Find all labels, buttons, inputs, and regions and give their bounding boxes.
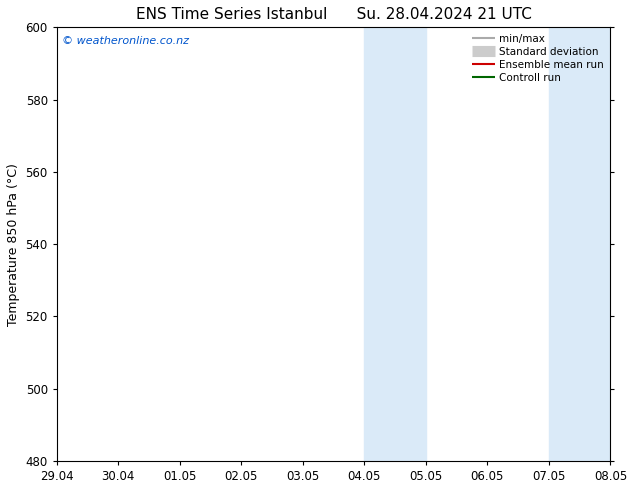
Bar [549, 27, 611, 461]
Legend: min/max, Standard deviation, Ensemble mean run, Controll run: min/max, Standard deviation, Ensemble me… [468, 29, 609, 87]
Bar [365, 27, 426, 461]
Title: ENS Time Series Istanbul      Su. 28.04.2024 21 UTC: ENS Time Series Istanbul Su. 28.04.2024 … [136, 7, 531, 22]
Y-axis label: Temperature 850 hPa (°C): Temperature 850 hPa (°C) [7, 163, 20, 325]
Text: © weatheronline.co.nz: © weatheronline.co.nz [62, 36, 190, 46]
